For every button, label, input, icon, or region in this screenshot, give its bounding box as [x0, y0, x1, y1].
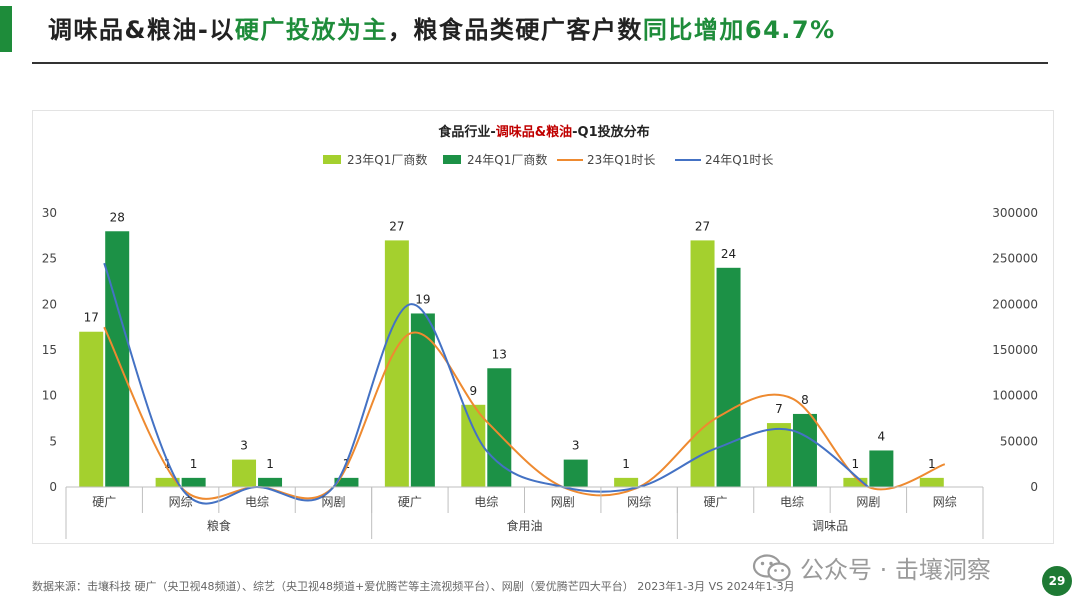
x-tick-7: 网剧 — [551, 495, 575, 509]
bar-label-s1-10: 7 — [775, 402, 783, 416]
x-tick-6: 电综 — [474, 495, 498, 509]
bar-label-s2-5: 19 — [415, 292, 430, 306]
x-tick-1: 硬广 — [92, 495, 116, 509]
bar-s1-2 — [155, 477, 180, 487]
x-tick-4: 网剧 — [321, 495, 345, 509]
legend-label-3: 23年Q1时长 — [587, 153, 655, 167]
x-tick-3: 电综 — [245, 495, 269, 509]
bar-label-s1-3: 3 — [240, 439, 248, 453]
watermark: 公众号 · 击壤洞察 — [752, 550, 991, 585]
bar-s1-11 — [843, 477, 868, 487]
chart-panel: 食品行业-调味品&粮油-Q1投放分布 23年Q1厂商数 24年Q1厂商数 23年Q1时… — [32, 110, 1054, 544]
x-tick-8: 网综 — [627, 495, 651, 509]
title-part-1: 调味品&粮油-以 — [48, 16, 235, 44]
bar-label-s2-3: 1 — [266, 457, 274, 471]
bar-s1-1 — [79, 331, 104, 487]
bar-label-s1-5: 27 — [389, 219, 404, 233]
chart-title-part-1: 食品行业- — [438, 124, 495, 140]
y-left-tick-10: 10 — [42, 389, 57, 403]
legend-label-1: 23年Q1厂商数 — [347, 152, 427, 167]
bar-s1-8 — [614, 477, 639, 487]
y-right-tick-200000: 200000 — [992, 297, 1038, 311]
bar-label-s1-11: 1 — [852, 457, 860, 471]
line-series-1 — [103, 326, 946, 500]
bar-s1-6 — [461, 404, 486, 487]
y-left-tick-20: 20 — [42, 297, 57, 311]
y-left-tick-0: 0 — [49, 480, 57, 494]
x-tick-5: 硬广 — [398, 495, 422, 509]
y-right-tick-250000: 250000 — [992, 252, 1038, 266]
bar-label-s1-1: 17 — [84, 311, 99, 325]
bar-s2-4 — [334, 477, 359, 487]
bar-s2-7 — [563, 459, 588, 487]
bar-label-s2-10: 8 — [801, 393, 809, 407]
bar-s2-9 — [716, 267, 741, 487]
chart-title: 食品行业-调味品&粮油-Q1投放分布 — [438, 124, 649, 140]
title-part-2-highlight: 硬广投放为主 — [234, 16, 388, 44]
bar-label-s2-2: 1 — [190, 457, 198, 471]
x-tick-9: 硬广 — [704, 495, 728, 509]
chart-title-part-3: -Q1投放分布 — [572, 124, 650, 140]
x-group-label-3: 调味品 — [812, 519, 848, 533]
bar-label-s2-7: 3 — [572, 439, 580, 453]
y-right-tick-50000: 50000 — [1000, 434, 1038, 448]
wechat-icon — [752, 553, 791, 582]
bar-s1-3 — [232, 459, 257, 487]
legend-swatch-1 — [323, 155, 341, 164]
bar-label-s2-11: 4 — [878, 429, 886, 443]
bar-label-s2-6: 13 — [492, 347, 507, 361]
bar-s1-10 — [766, 423, 791, 487]
y-right-tick-100000: 100000 — [992, 389, 1038, 403]
line-series-2 — [103, 262, 869, 505]
x-tick-12: 网综 — [933, 495, 957, 509]
legend-label-2: 24年Q1厂商数 — [467, 152, 547, 167]
bar-s1-12 — [919, 477, 944, 487]
bar-s2-5 — [410, 313, 435, 487]
bar-s2-10 — [792, 413, 817, 487]
y-right-tick-150000: 150000 — [992, 343, 1038, 357]
page-title: 调味品&粮油-以硬广投放为主，粮食品类硬广客户数同比增加64.7% — [48, 10, 836, 50]
y-right-tick-0: 0 — [1030, 480, 1038, 494]
x-tick-10: 电综 — [780, 495, 804, 509]
legend-swatch-2 — [443, 155, 461, 164]
title-part-4-highlight: 同比增加64.7% — [642, 16, 836, 44]
x-group-label-2: 食用油 — [506, 518, 542, 533]
y-left-tick-25: 25 — [42, 252, 57, 266]
chart-title-part-2: 调味品&粮油 — [496, 124, 572, 140]
page-number-badge: 29 — [1042, 566, 1072, 596]
bar-s2-3 — [258, 477, 283, 487]
bar-s1-9 — [690, 240, 715, 487]
bar-s2-2 — [181, 477, 206, 487]
legend-label-4: 24年Q1时长 — [705, 153, 773, 167]
data-source-footnote: 数据来源：击壤科技 硬广（央卫视48频道）、综艺（央卫视48频道+爱优腾芒等主流… — [32, 580, 795, 593]
bar-label-s1-9: 27 — [695, 219, 710, 233]
title-accent-bar — [0, 6, 12, 52]
title-part-3: ，粮食品类硬广客户数 — [387, 16, 643, 44]
y-left-tick-15: 15 — [42, 343, 57, 357]
chart-svg: 食品行业-调味品&粮油-Q1投放分布 23年Q1厂商数 24年Q1厂商数 23年Q1时… — [42, 124, 1038, 539]
watermark-text: 公众号 · 击壤洞察 — [800, 556, 991, 584]
x-tick-2: 网综 — [169, 495, 193, 509]
bar-label-s1-8: 1 — [622, 457, 630, 471]
bar-label-s1-6: 9 — [469, 384, 477, 398]
x-tick-11: 网剧 — [856, 495, 880, 509]
y-right-tick-300000: 300000 — [992, 206, 1038, 220]
title-divider — [32, 62, 1048, 64]
bar-s2-11 — [869, 450, 894, 487]
bar-label-s1-12: 1 — [928, 457, 936, 471]
bar-label-s2-9: 24 — [721, 247, 736, 261]
y-left-tick-30: 30 — [42, 206, 57, 220]
y-left-tick-5: 5 — [49, 434, 57, 448]
bar-label-s2-1: 28 — [110, 210, 125, 224]
x-group-label-1: 粮食 — [207, 518, 231, 533]
